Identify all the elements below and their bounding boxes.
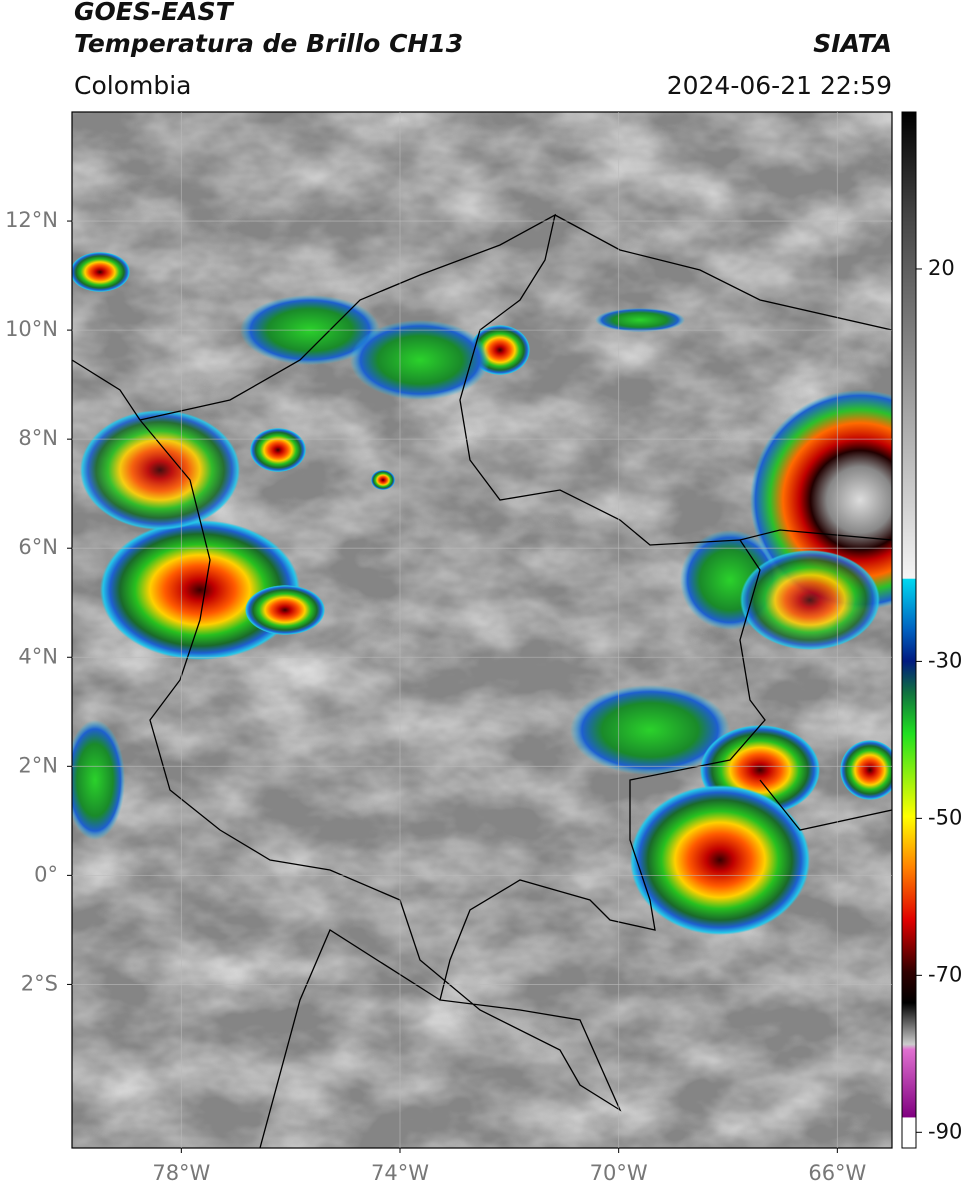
title: GOES-EAST [74, 0, 235, 26]
colorbar-tick-label: -70 [928, 962, 962, 986]
subtitle: Temperatura de Brillo CH13 [74, 29, 463, 58]
lat-tick-label: 2°N [18, 753, 58, 777]
lat-tick-label: 2°S [21, 971, 58, 995]
lat-tick-label: 4°N [18, 644, 58, 668]
lon-tick-label: 74°W [371, 1161, 429, 1185]
lat-tick-label: 6°N [18, 535, 58, 559]
colorbar-tick-label: -30 [928, 648, 962, 672]
lon-tick-label: 78°W [152, 1161, 210, 1185]
lat-tick-label: 0° [34, 862, 58, 886]
region: Colombia [74, 71, 191, 100]
map-image [72, 112, 892, 1148]
lat-tick-label: 10°N [5, 317, 58, 341]
datetime: 2024-06-21 22:59 [667, 71, 892, 100]
lat-tick-label: 8°N [18, 426, 58, 450]
colorbar-tick-label: 20 [928, 256, 955, 280]
lon-tick-label: 70°W [590, 1161, 648, 1185]
colorbar-tick-label: -50 [928, 805, 962, 829]
lat-tick-label: 12°N [5, 208, 58, 232]
colorbar-tick-label: -90 [928, 1119, 962, 1143]
colorbar [901, 111, 917, 1149]
map-frame [71, 111, 893, 1149]
source: SIATA [813, 29, 892, 58]
lon-tick-label: 66°W [808, 1161, 866, 1185]
